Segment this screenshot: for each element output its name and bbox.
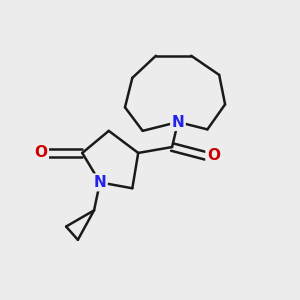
- Text: O: O: [34, 146, 48, 160]
- Text: N: N: [172, 115, 184, 130]
- Text: N: N: [94, 175, 106, 190]
- Text: O: O: [207, 148, 220, 164]
